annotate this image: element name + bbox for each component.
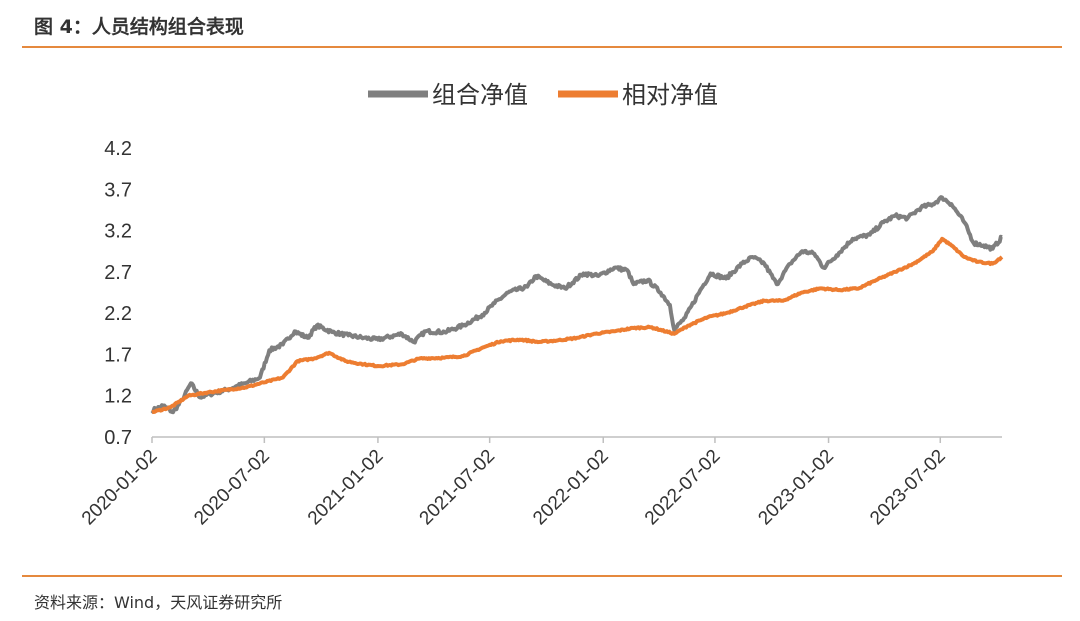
x-tick-label: 2021-01-02 xyxy=(304,446,388,530)
y-tick-label: 3.7 xyxy=(104,179,132,201)
x-tick-label: 2021-07-02 xyxy=(416,446,500,530)
x-tick-label: 2020-01-02 xyxy=(78,446,162,530)
y-tick-label: 3.2 xyxy=(104,221,132,243)
y-tick-label: 1.2 xyxy=(104,386,132,408)
line-chart: 组合净值 相对净值 0.7 1.2 1.7 2.2 2.7 3.2 3.7 4.2 2020-0… xyxy=(78,81,1004,530)
x-axis: 2020-01-02 2020-07-02 2021-01-02 2021-07-02… xyxy=(78,436,1002,530)
footer-divider xyxy=(22,575,1062,577)
y-tick-label: 0.7 xyxy=(104,427,132,449)
legend-label: 组合净值 xyxy=(432,81,528,109)
x-tick-label: 2022-07-02 xyxy=(641,446,725,530)
chart-legend: 组合净值 相对净值 xyxy=(368,81,718,109)
x-tick-label: 2020-07-02 xyxy=(190,446,274,530)
legend-label: 相对净值 xyxy=(622,81,718,109)
series-line-relative-nav xyxy=(151,236,1004,415)
x-tick-label: 2022-01-02 xyxy=(529,446,613,530)
y-axis: 0.7 1.2 1.7 2.2 2.7 3.2 3.7 4.2 xyxy=(104,138,132,449)
y-tick-label: 1.7 xyxy=(104,344,132,366)
plot-area xyxy=(150,195,1004,415)
y-tick-label: 4.2 xyxy=(104,138,132,160)
source-note: 资料来源：Wind，天风证券研究所 xyxy=(34,593,283,612)
header-divider xyxy=(22,46,1062,48)
y-tick-label: 2.7 xyxy=(104,262,132,284)
figure-title: 图 4：人员结构组合表现 xyxy=(34,16,244,38)
y-tick-label: 2.2 xyxy=(104,303,132,325)
series-line-portfolio-nav xyxy=(150,195,1003,415)
x-tick-label: 2023-01-02 xyxy=(754,446,838,530)
x-tick-label: 2023-07-02 xyxy=(866,446,950,530)
